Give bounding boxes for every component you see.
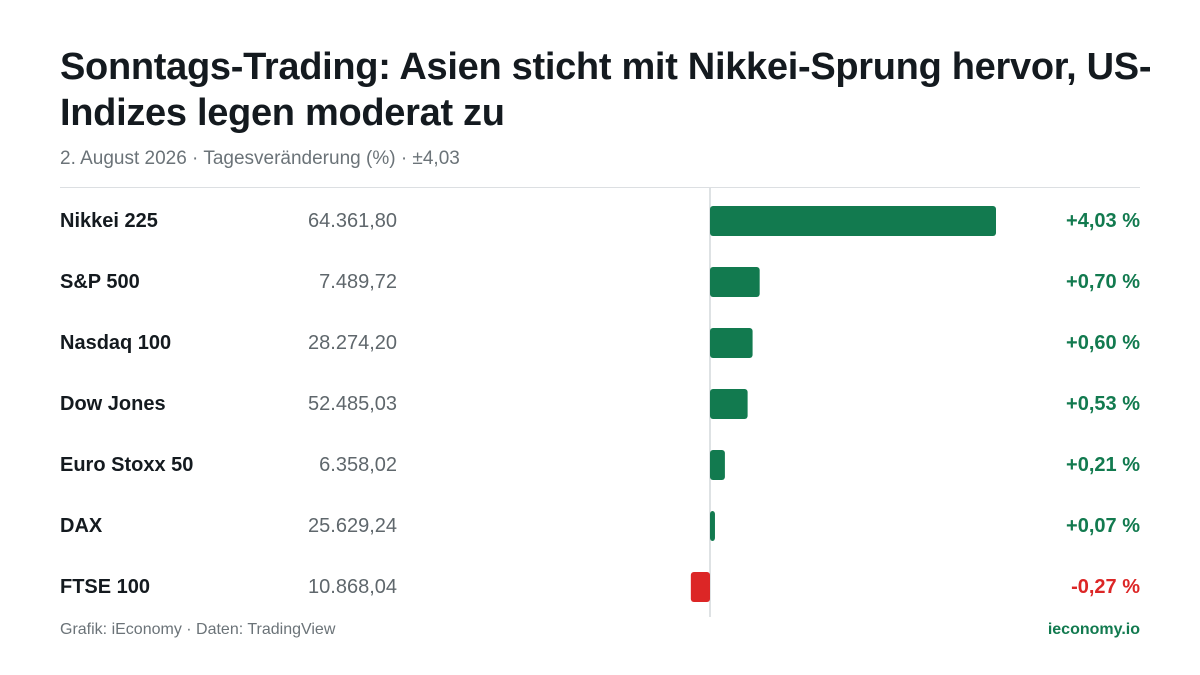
index-level: 10.868,04 bbox=[308, 576, 397, 598]
index-rows: Nikkei 225 64.361,80 +4,03 % S&P 500 7.489,7… bbox=[60, 190, 1140, 617]
change-label: +0,70 % bbox=[1066, 271, 1140, 293]
change-label: +0,07 % bbox=[1066, 515, 1140, 537]
index-level: 64.361,80 bbox=[308, 210, 397, 232]
change-label: +0,60 % bbox=[1066, 332, 1140, 354]
source-credit: Grafik: iEconomy · Daten: TradingView bbox=[60, 621, 336, 638]
index-name: Nikkei 225 bbox=[60, 210, 158, 232]
brand-link[interactable]: ieconomy.io bbox=[1047, 621, 1140, 638]
change-label: +4,03 % bbox=[1066, 210, 1140, 232]
header-divider bbox=[60, 187, 1140, 188]
chart-title: Sonntags-Trading: Asien sticht mit Nikke… bbox=[60, 46, 1152, 134]
index-name: FTSE 100 bbox=[60, 576, 151, 598]
change-label: +0,21 % bbox=[1066, 454, 1140, 476]
index-level: 25.629,24 bbox=[308, 515, 397, 537]
index-level: 28.274,20 bbox=[308, 332, 397, 354]
index-name: S&P 500 bbox=[60, 271, 140, 293]
change-label: +0,53 % bbox=[1066, 393, 1140, 415]
table-row: Nikkei 225 64.361,80 +4,03 % bbox=[60, 190, 1140, 251]
table-row: Dow Jones 52.485,03 +0,53 % bbox=[60, 373, 1140, 434]
index-level: 7.489,72 bbox=[319, 271, 397, 293]
table-row: Nasdaq 100 28.274,20 +0,60 % bbox=[60, 312, 1140, 373]
change-label: -0,27 % bbox=[1071, 576, 1140, 598]
table-row: Euro Stoxx 50 6.358,02 +0,21 % bbox=[60, 434, 1140, 495]
chart-subtitle: 2. August 2026 · Tagesveränderung (%) · … bbox=[60, 148, 460, 169]
index-level: 6.358,02 bbox=[319, 454, 397, 476]
index-name: Dow Jones bbox=[60, 393, 166, 415]
index-name: Nasdaq 100 bbox=[60, 332, 172, 354]
table-row: FTSE 100 10.868,04 -0,27 % bbox=[60, 556, 1140, 617]
index-name: DAX bbox=[60, 515, 103, 537]
index-level: 52.485,03 bbox=[308, 393, 397, 415]
table-row: S&P 500 7.489,72 +0,70 % bbox=[60, 251, 1140, 312]
index-name: Euro Stoxx 50 bbox=[60, 454, 194, 476]
table-row: DAX 25.629,24 +0,07 % bbox=[60, 495, 1140, 556]
